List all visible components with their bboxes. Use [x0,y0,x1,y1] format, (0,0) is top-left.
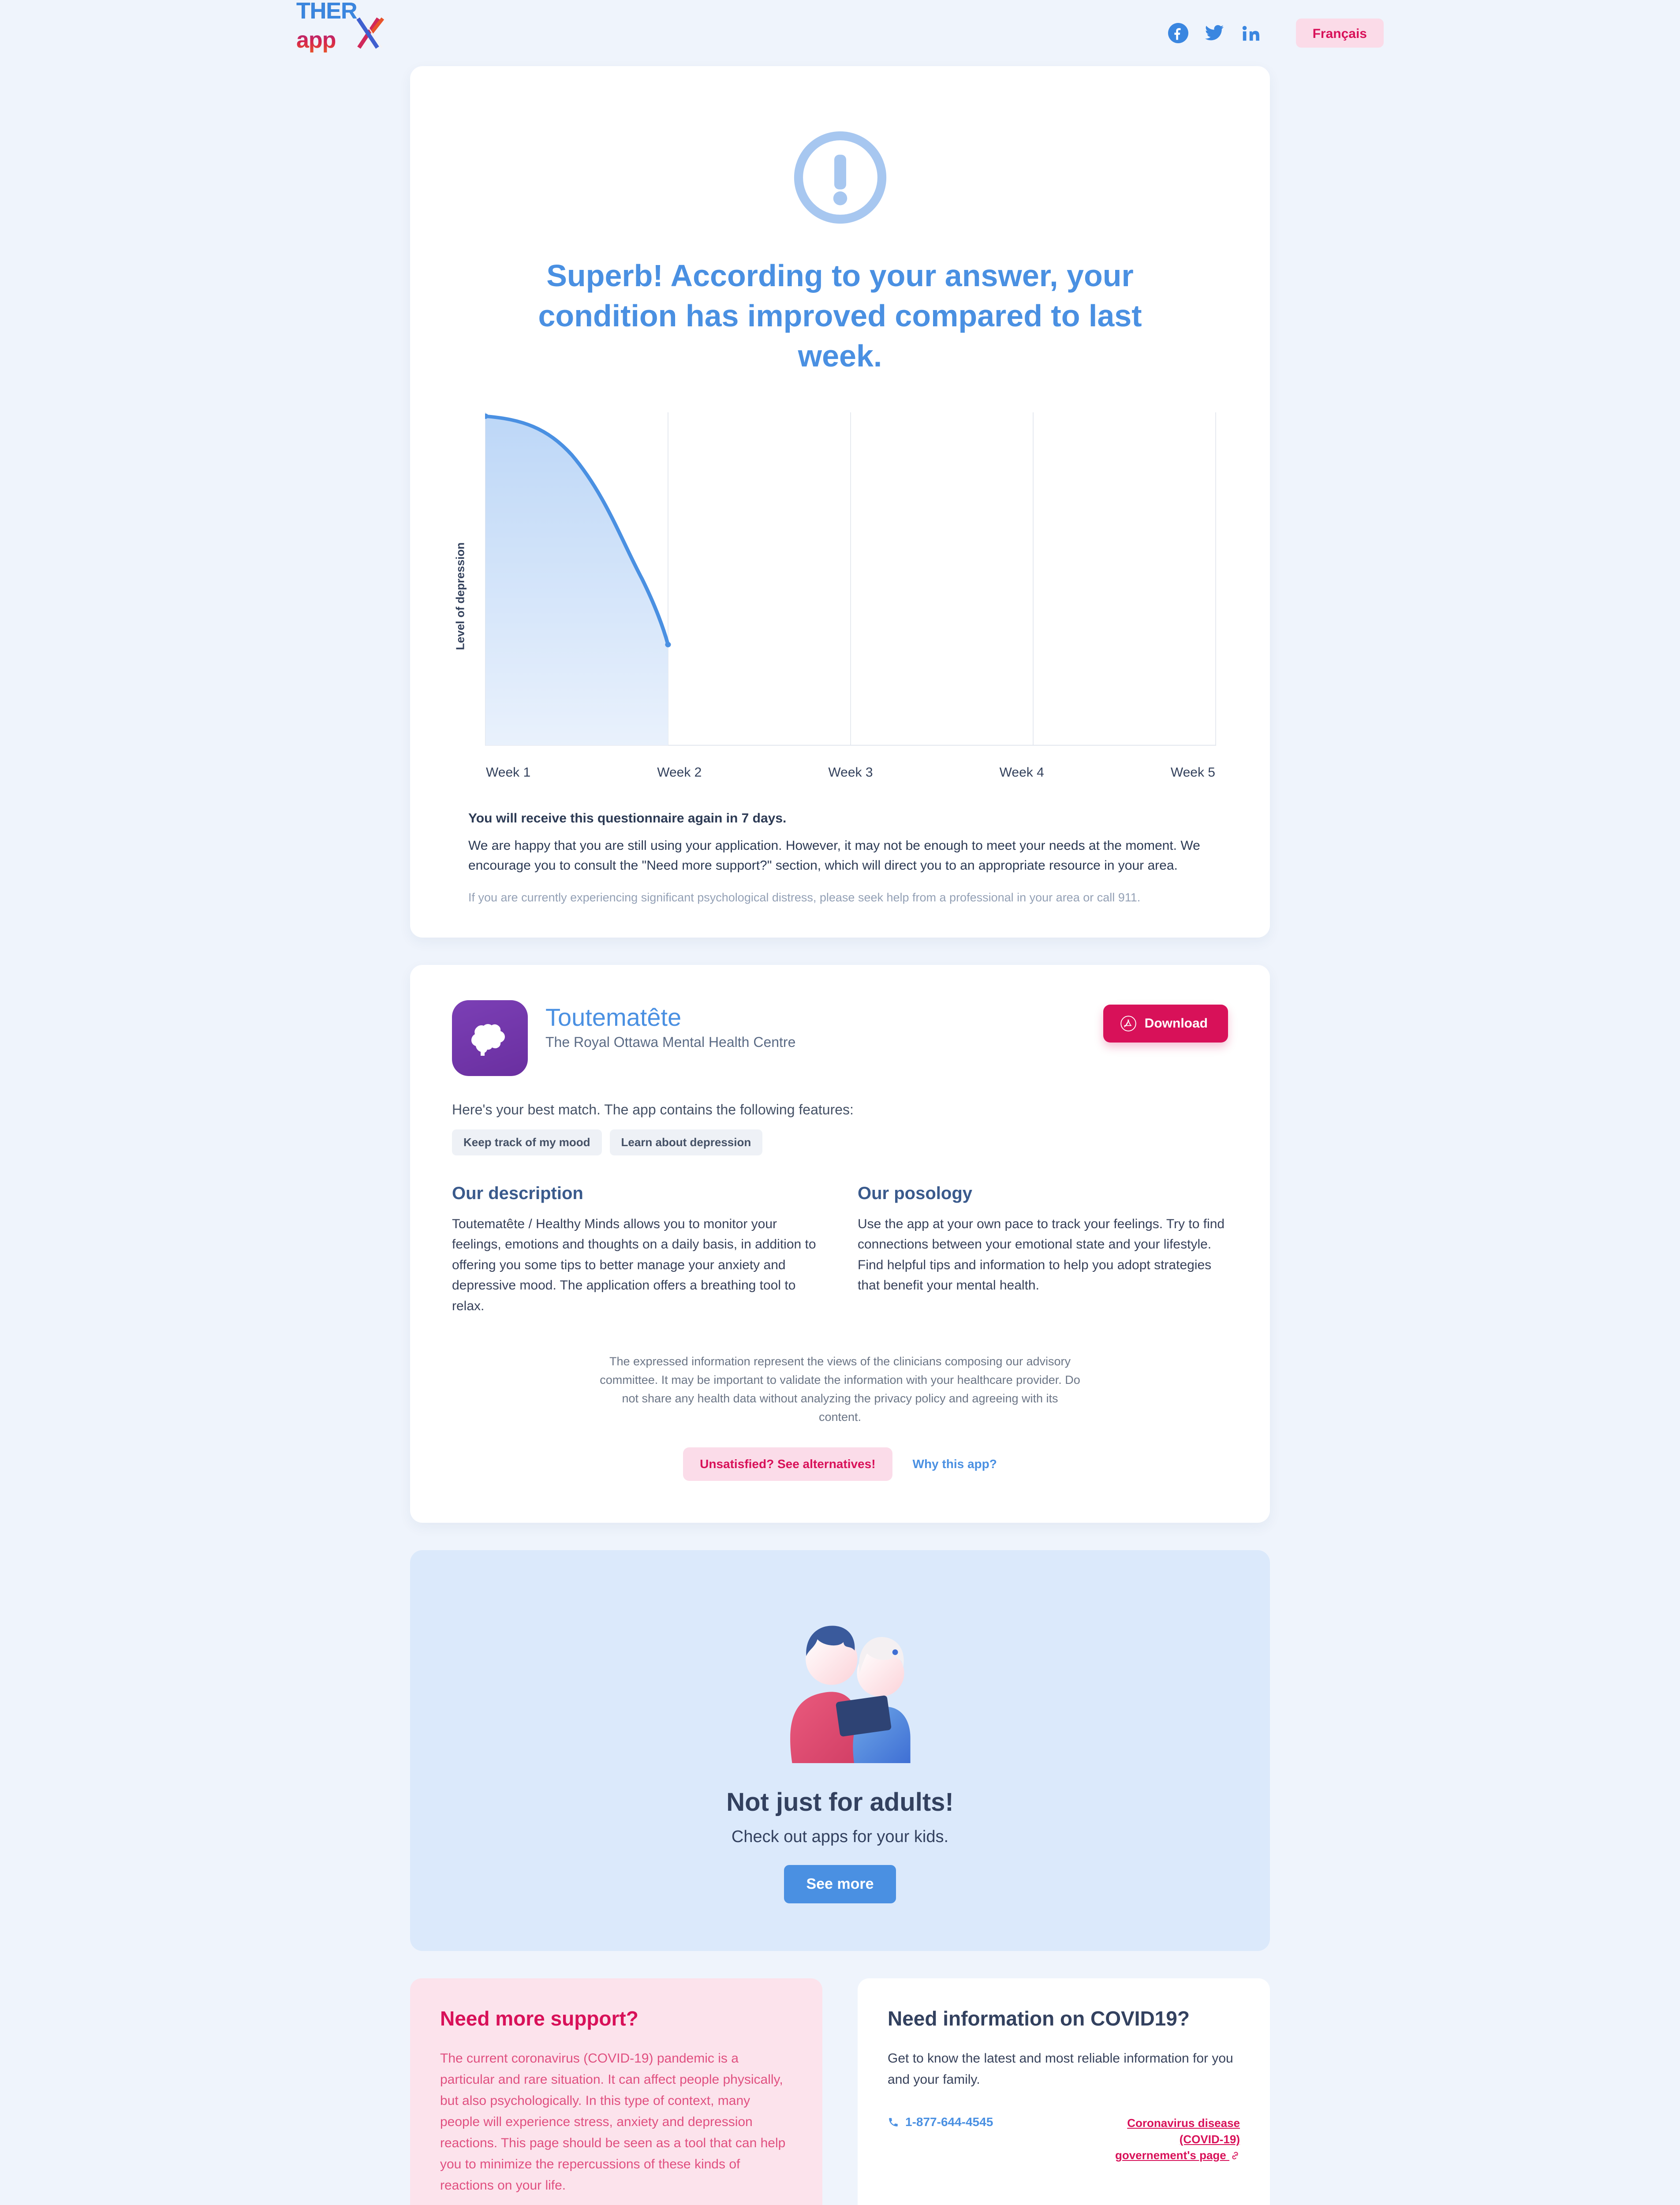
svg-text:THER: THER [296,0,357,24]
svg-text:app: app [296,27,336,53]
